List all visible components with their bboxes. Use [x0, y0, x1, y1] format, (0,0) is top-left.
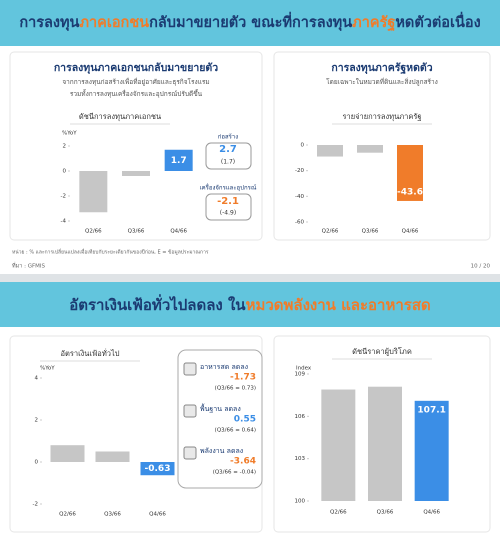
component-previous: (-4.9) — [220, 210, 236, 217]
y-tick-label: 0 — [35, 460, 39, 466]
source: ที่มา : GFMIS — [12, 262, 46, 270]
component-value: -3.64 — [230, 457, 256, 467]
component-box — [205, 142, 252, 170]
bar — [140, 462, 175, 476]
component-note: (Q3/66 = 0.64) — [215, 428, 256, 434]
chart-title: รายจ่ายการลงทุนภาครัฐ — [342, 112, 421, 121]
component-value: -2.1 — [217, 196, 239, 207]
footnote: หน่วย : % และการเปลี่ยนแปลงเมื่อเทียบกับ… — [12, 249, 209, 256]
y-tick-label: 100 — [295, 499, 306, 505]
component-name: พลังงาน ลดลง — [200, 447, 243, 455]
y-axis-label: %YoY — [62, 131, 77, 137]
x-tick-label: Q4/66 — [402, 229, 419, 235]
y-tick-label: -2 — [33, 502, 38, 508]
component-box — [177, 349, 263, 489]
chart-title: อัตราเงินเฟ้อทั่วไป — [60, 348, 119, 358]
title-part: หมวดพลังงาน และอาหารสด — [246, 296, 431, 314]
header-band — [0, 282, 500, 327]
panel-subtitle: รวมทั้งการลงทุนเครื่องจักรและอุปกรณ์ปรับ… — [70, 89, 203, 98]
title-part: หดตัวต่อเนื่อง — [395, 11, 480, 31]
page-number: 10 / 20 — [471, 264, 491, 270]
panel-subtitle: โดยเฉพาะในหมวดที่ดินและสิ่งปลูกสร้าง — [326, 77, 438, 86]
y-tick-label: 103 — [295, 456, 306, 462]
y-tick-label: -20 — [295, 168, 304, 174]
x-tick-label: Q4/66 — [170, 229, 187, 235]
data-label: 1.7 — [171, 156, 187, 166]
title-part: ภาครัฐ — [352, 15, 395, 32]
bar — [95, 451, 130, 462]
icon — [183, 404, 197, 418]
data-label: 107.1 — [417, 405, 445, 415]
component-name: อาหารสด ลดลง — [200, 363, 248, 371]
bar — [414, 400, 449, 501]
y-tick-label: 0 — [63, 169, 67, 175]
y-tick-label: 2 — [35, 418, 39, 424]
chart-title: ดัชนีการลงทุนภาคเอกชน — [79, 112, 161, 121]
bar — [317, 145, 343, 157]
x-tick-label: Q2/66 — [322, 229, 339, 235]
header-band — [0, 0, 500, 46]
bar — [50, 445, 85, 462]
bar — [79, 171, 108, 213]
component-value: 0.55 — [234, 415, 256, 425]
y-tick-label: -4 — [61, 219, 67, 225]
x-tick-label: Q3/66 — [377, 510, 394, 516]
icon — [183, 446, 197, 460]
x-tick-label: Q3/66 — [362, 229, 379, 235]
title-part: ภาคเอกชน — [79, 15, 149, 31]
y-tick-label: 4 — [35, 376, 39, 382]
bar — [164, 149, 193, 171]
bar — [357, 145, 383, 153]
y-tick-label: -40 — [295, 194, 304, 200]
y-tick-label: 106 — [295, 414, 306, 420]
component-note: (Q3/66 = -0.04) — [213, 470, 256, 476]
x-tick-label: Q3/66 — [104, 512, 121, 518]
component-value: -1.73 — [230, 373, 256, 383]
slide-title: อัตราเงินเฟ้อทั่วไปลดลง ในหมวดพลังงาน แล… — [69, 294, 431, 314]
x-tick-label: Q4/66 — [149, 512, 166, 518]
panel — [9, 51, 263, 241]
chart-title: ดัชนีราคาผู้บริโภค — [352, 347, 412, 356]
y-tick-label: -2 — [61, 194, 66, 200]
panel-subtitle: จากการลงทุนก่อสร้างเพื่อที่อยู่อาศัยและธ… — [62, 77, 209, 86]
component-name: พื้นฐาน ลดลง — [200, 402, 241, 413]
x-tick-label: Q2/66 — [85, 229, 102, 235]
y-axis-label: Index — [296, 366, 312, 372]
title-part: กลับมาขยายตัว ขณะที่การลงทุน — [149, 11, 352, 31]
title-part: การลงทุน — [19, 15, 79, 31]
y-tick-label: 0 — [301, 143, 305, 149]
bar — [122, 171, 150, 176]
slide-title: การลงทุนภาคเอกชนกลับมาขยายตัว ขณะที่การล… — [19, 11, 480, 32]
y-tick-label: -60 — [295, 220, 304, 226]
icon — [183, 362, 197, 376]
title-part: อัตราเงินเฟ้อทั่วไปลดลง ใน — [69, 294, 246, 314]
panel-heading: การลงทุนภาคเอกชนกลับมาขยายตัว — [54, 62, 218, 75]
component-box — [205, 193, 252, 221]
component-name: ก่อสร้าง — [218, 134, 238, 141]
component-value: 2.7 — [219, 144, 237, 155]
x-tick-label: Q2/66 — [330, 510, 347, 516]
bar — [321, 389, 356, 501]
y-tick-label: 2 — [63, 144, 67, 150]
y-axis-label: %YoY — [40, 366, 55, 372]
data-label: -43.6 — [397, 187, 423, 197]
panel-heading: การลงทุนภาครัฐหดตัว — [331, 62, 432, 75]
data-label: -0.63 — [145, 464, 171, 474]
component-note: (Q3/66 = 0.73) — [215, 386, 256, 392]
bar — [368, 386, 402, 501]
x-tick-label: Q4/66 — [423, 510, 440, 516]
bar — [397, 145, 423, 201]
component-previous: (1.7) — [221, 159, 235, 166]
y-tick-label: 109 — [295, 372, 306, 378]
x-tick-label: Q3/66 — [128, 229, 145, 235]
x-tick-label: Q2/66 — [59, 512, 76, 518]
component-name: เครื่องจักรและอุปกรณ์ — [200, 184, 257, 192]
